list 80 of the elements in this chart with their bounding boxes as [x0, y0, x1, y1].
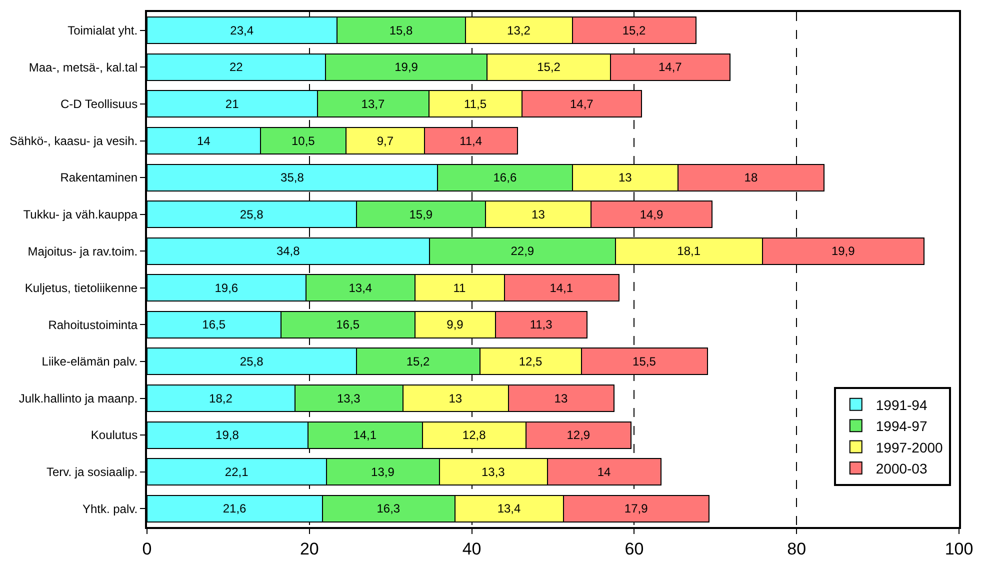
y-tick-label: Rahoitustoiminta [48, 318, 138, 332]
data-label: 25,8 [240, 354, 264, 368]
data-label: 23,4 [230, 23, 254, 38]
data-label: 35,8 [280, 170, 304, 185]
x-tick-label: 0 [142, 539, 152, 558]
legend-label: 1991-94 [876, 396, 928, 413]
data-label: 13,3 [336, 391, 361, 406]
y-tick-label: Kuljetus, tietoliikenne [24, 281, 138, 296]
data-label: 15,8 [389, 23, 413, 38]
data-label: 14,1 [550, 280, 574, 295]
data-label: 15,5 [632, 354, 656, 368]
y-tick-label: Rakentaminen [60, 170, 138, 185]
data-label: 15,2 [622, 23, 646, 38]
data-label: 15,2 [406, 354, 430, 368]
legend-label: 2000-03 [876, 460, 928, 476]
data-label: 13 [532, 207, 546, 222]
data-label: 11 [453, 280, 466, 295]
y-tick-label: Tukku- ja väh.kauppa [23, 208, 138, 222]
data-label: 14 [197, 134, 211, 148]
data-label: 25,8 [240, 207, 264, 222]
data-label: 13,4 [348, 280, 372, 295]
data-label: 13,7 [361, 96, 385, 111]
legend-label: 1997-2000 [876, 439, 944, 456]
data-label: 14,7 [570, 96, 594, 111]
data-label: 19,8 [216, 428, 240, 442]
data-label: 15,2 [537, 60, 561, 74]
legend-label: 1994-97 [876, 418, 928, 434]
y-tick-label: Yhtk. palv. [82, 502, 138, 516]
data-label: 13 [554, 391, 568, 406]
data-label: 22,9 [510, 244, 534, 258]
data-label: 17,9 [624, 502, 648, 516]
x-tick-label: 60 [624, 539, 644, 558]
data-label: 14 [597, 464, 611, 479]
data-label: 11,4 [460, 134, 482, 148]
data-label: 12,5 [518, 354, 543, 368]
data-label: 11,3 [530, 318, 553, 332]
data-label: 12,8 [462, 428, 486, 442]
data-label: 14,9 [640, 207, 664, 222]
x-tick-label: 20 [300, 539, 319, 558]
data-label: 22,1 [224, 464, 249, 479]
data-label: 21 [225, 96, 240, 111]
data-label: 13,2 [507, 23, 531, 38]
data-label: 13 [448, 391, 462, 406]
data-label: 15,9 [409, 207, 433, 222]
data-label: 19,9 [831, 244, 856, 258]
data-label: 21,6 [222, 502, 247, 516]
data-label: 9,7 [376, 134, 394, 148]
data-label: 16,5 [336, 318, 360, 332]
y-tick-label: Toimialat yht. [68, 24, 138, 38]
y-tick-label: C-D Teollisuus [60, 97, 138, 112]
y-tick-label: Terv. ja sosiaalip. [46, 465, 138, 480]
data-label: 13 [618, 170, 632, 185]
data-label: 14,1 [353, 428, 377, 442]
y-tick-label: Majoitus- ja rav.toim. [28, 244, 138, 258]
data-label: 18 [744, 170, 758, 185]
data-label: 16,5 [202, 318, 226, 332]
data-label: 34,8 [276, 244, 300, 258]
data-label: 19,6 [214, 280, 238, 295]
x-tick-label: 100 [944, 539, 974, 558]
y-tick-label: Sähkö-, kaasu- ja vesih. [10, 134, 138, 148]
y-tick-label: Liike-elämän palv. [42, 354, 138, 369]
data-label: 10,5 [291, 134, 316, 148]
data-label: 18,1 [677, 244, 701, 258]
data-label: 13,4 [497, 502, 521, 516]
data-label: 19,9 [394, 60, 418, 74]
data-label: 14,7 [658, 60, 682, 74]
data-label: 13,9 [371, 464, 395, 479]
data-label: 18,2 [209, 391, 233, 406]
data-label: 22 [229, 60, 244, 74]
data-label: 9,9 [446, 318, 464, 332]
data-label: 11,5 [464, 96, 487, 111]
y-tick-label: Julk.hallinto ja maanp. [18, 391, 138, 406]
data-label: 13,3 [481, 464, 506, 479]
x-tick-label: 80 [787, 539, 806, 558]
y-tick-label: Koulutus [90, 428, 138, 442]
data-label: 16,6 [493, 170, 517, 185]
data-label: 12,9 [566, 428, 590, 442]
x-tick-label: 40 [462, 539, 482, 558]
y-tick-label: Maa-, metsä-, kal.tal [28, 60, 138, 74]
data-label: 16,3 [376, 502, 400, 516]
